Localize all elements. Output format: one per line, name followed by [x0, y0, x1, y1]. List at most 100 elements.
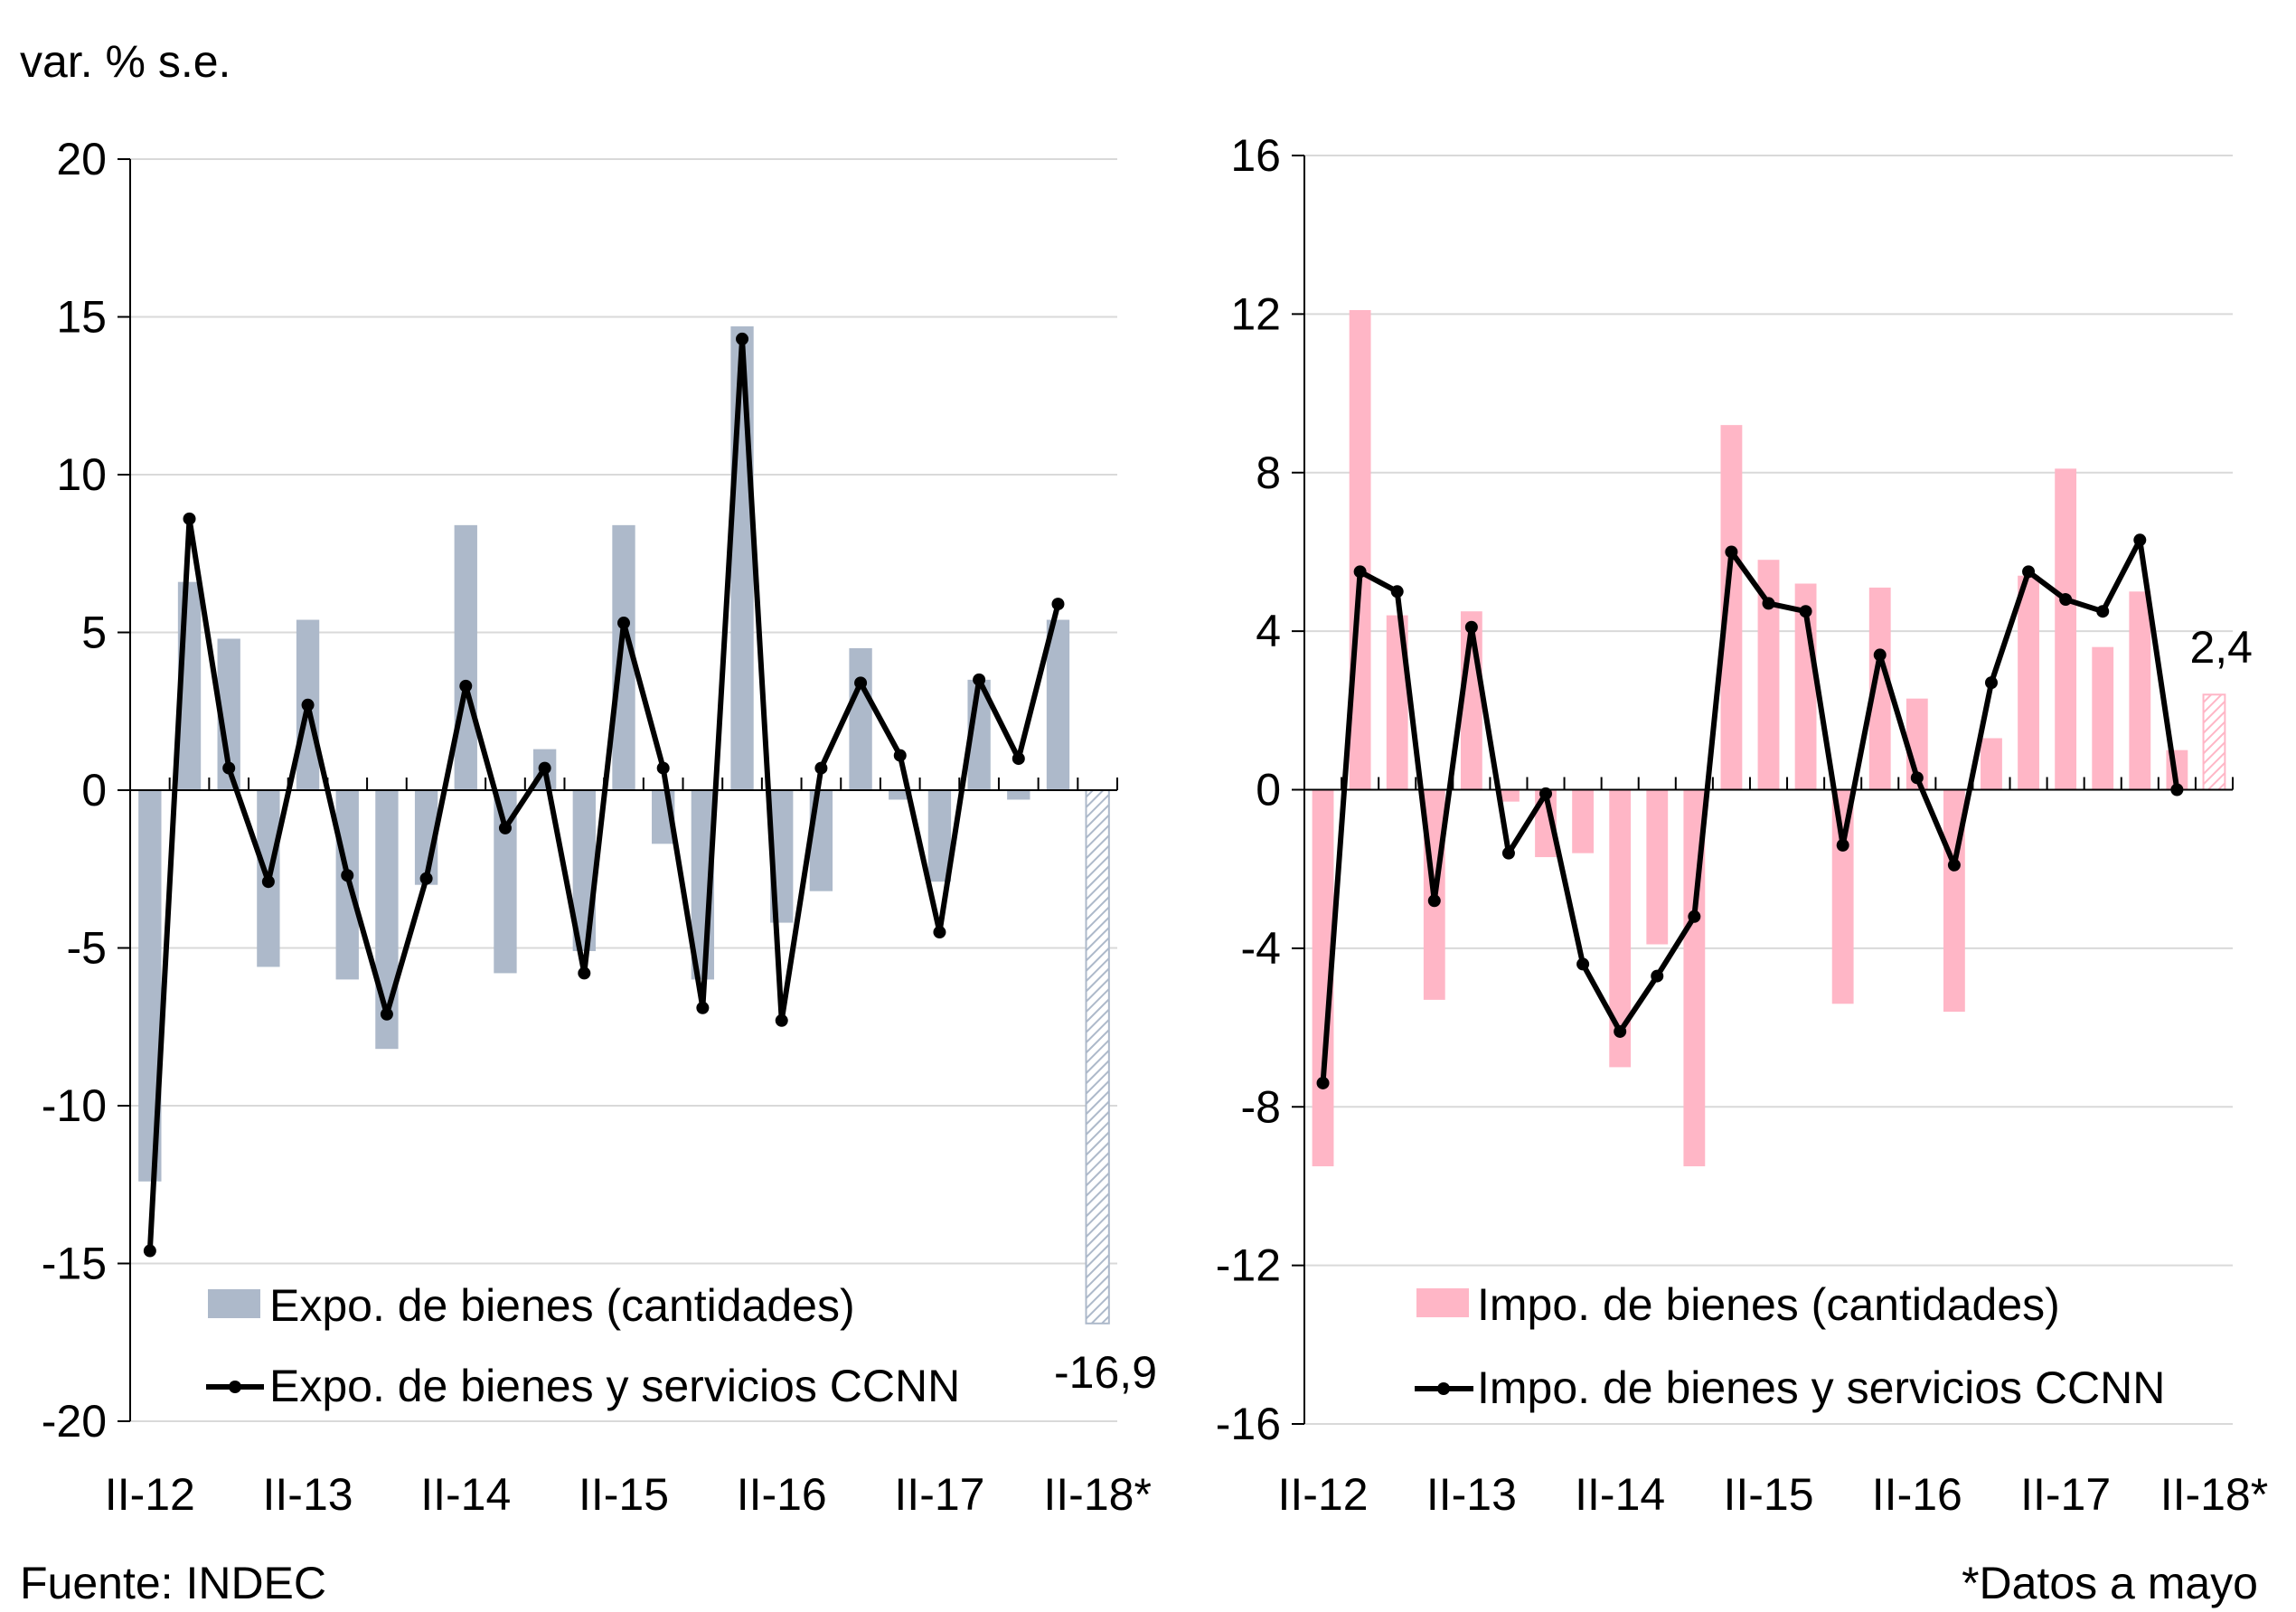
exports-line-point: [498, 821, 512, 834]
exports-line-point: [183, 512, 196, 525]
exports-line-point: [814, 761, 828, 775]
imports-line-point: [1910, 771, 1924, 785]
imports-ytick-label: 8: [1256, 448, 1281, 498]
exports-xtick-label: II-14: [420, 1469, 511, 1520]
imports-bar: [2055, 468, 2077, 790]
exports-bar: [1046, 619, 1070, 790]
exports-line-point: [380, 1007, 393, 1021]
exports-ytick-label: 15: [56, 292, 107, 343]
legend-marker-imports-line: [1437, 1382, 1450, 1395]
unit-label: var. % s.e.: [20, 36, 231, 87]
imports-ytick-label: 12: [1230, 288, 1281, 339]
exports-ytick-label: -5: [67, 923, 107, 974]
imports-line-point: [1799, 605, 1812, 618]
exports-xtick-label: II-18*: [1043, 1469, 1152, 1520]
imports-bar: [1757, 560, 1780, 790]
exports-line-point: [1051, 598, 1065, 611]
exports-ytick-label: 10: [56, 449, 107, 500]
exports-bar: [1085, 789, 1110, 1324]
imports-line-point: [1614, 1024, 1627, 1038]
annotation-exports-last: -16,9: [1054, 1347, 1157, 1398]
legend-exports-bar: Expo. de bienes (cantidades): [269, 1280, 855, 1331]
exports-line-point: [854, 676, 868, 690]
exports-line-point: [775, 1013, 788, 1027]
exports-xtick-label: II-13: [263, 1469, 353, 1520]
exports-line-point: [143, 1244, 156, 1258]
imports-line-point: [1464, 620, 1478, 634]
imports-bar: [1609, 789, 1632, 1068]
imports-line-point: [1725, 545, 1738, 559]
imports-line-point: [1316, 1076, 1330, 1089]
exports-bar: [730, 325, 754, 791]
legend-swatch-imports-bar: [1416, 1288, 1469, 1317]
imports-ytick-label: 0: [1256, 765, 1281, 815]
exports-line-point: [617, 617, 630, 630]
imports-ytick-label: 16: [1230, 130, 1281, 181]
imports-line-point: [2096, 605, 2110, 618]
legend-swatch-exports-bar: [208, 1289, 260, 1318]
exports-line: [146, 335, 1061, 1251]
imports-line-point: [1390, 585, 1404, 599]
imports-xtick-label: II-18*: [2160, 1469, 2269, 1520]
imports-bar: [1831, 789, 1854, 1004]
exports-bar: [454, 524, 477, 790]
imports-bar: [1720, 425, 1743, 790]
exports-line-point: [893, 749, 907, 762]
exports-ytick-label: 5: [81, 608, 107, 658]
imports-bar: [1498, 789, 1520, 802]
imports-chart: 16 12 8 4 0 -4 -8 -12 -16 II-12 II-13 II-14 II-15 II-…: [1216, 130, 2268, 1520]
exports-line-point: [696, 1001, 710, 1014]
imports-line-point: [2022, 565, 2036, 579]
imports-line-point: [1501, 846, 1515, 860]
exports-xtick-label: II-15: [579, 1469, 669, 1520]
exports-ytick-label: -20: [42, 1396, 107, 1447]
imports-line-point: [2059, 593, 2073, 607]
imports-xtick-label: II-16: [1872, 1469, 1962, 1520]
imports-bar: [2202, 693, 2226, 791]
imports-bar: [2018, 575, 2039, 790]
exports-line-point: [656, 761, 670, 775]
footnote: *Datos a mayo: [1962, 1558, 2258, 1608]
source-note: Fuente: INDEC: [20, 1558, 326, 1608]
imports-line-point: [1353, 565, 1367, 579]
exports-line-point: [933, 926, 946, 939]
exports-line-point: [341, 869, 354, 882]
imports-bar: [1349, 309, 1371, 790]
annotation-imports-last: 2,4: [2189, 622, 2253, 673]
exports-line-point: [459, 679, 473, 693]
imports-line-point: [1688, 910, 1701, 923]
imports-xtick-label: II-13: [1426, 1469, 1517, 1520]
exports-ytick-label: 20: [56, 134, 107, 184]
exports-bar: [849, 647, 872, 790]
exports-line-point: [973, 673, 986, 686]
imports-line-point: [2133, 533, 2147, 547]
exports-xtick-label: II-17: [894, 1469, 984, 1520]
imports-bar: [1868, 587, 1891, 790]
imports-bar: [1981, 738, 2002, 790]
imports-ytick-label: -8: [1241, 1081, 1281, 1132]
exports-ytick-label: 0: [81, 765, 107, 815]
legend-imports-line: Impo. de bienes y servicios CCNN: [1477, 1362, 2165, 1413]
imports-line-point: [1762, 597, 1775, 610]
exports-line-point: [222, 761, 236, 775]
exports-chart: 20 15 10 5 0 -5 -10 -15 -20 II-12 II-13 II-14 II-15 I…: [42, 134, 1152, 1520]
exports-bar: [1007, 790, 1030, 800]
imports-line-point: [1947, 858, 1961, 872]
imports-xtick-label: II-12: [1278, 1469, 1369, 1520]
legend-imports-bar: Impo. de bienes (cantidades): [1477, 1279, 2060, 1330]
imports-line-point: [1576, 957, 1590, 971]
imports-xtick-label: II-17: [2020, 1469, 2111, 1520]
exports-line-point: [1012, 752, 1025, 766]
imports-bar: [2129, 591, 2151, 790]
imports-ytick-label: -16: [1216, 1399, 1281, 1449]
imports-line: [1320, 537, 2180, 1084]
imports-line-point: [1836, 838, 1849, 852]
imports-line-point: [1651, 969, 1664, 983]
legend-marker-exports-line: [229, 1381, 241, 1393]
imports-bar: [1572, 789, 1595, 853]
exports-bar: [889, 790, 912, 800]
imports-xtick-label: II-15: [1723, 1469, 1813, 1520]
imports-bar: [1646, 789, 1669, 945]
exports-line-point: [419, 872, 433, 885]
